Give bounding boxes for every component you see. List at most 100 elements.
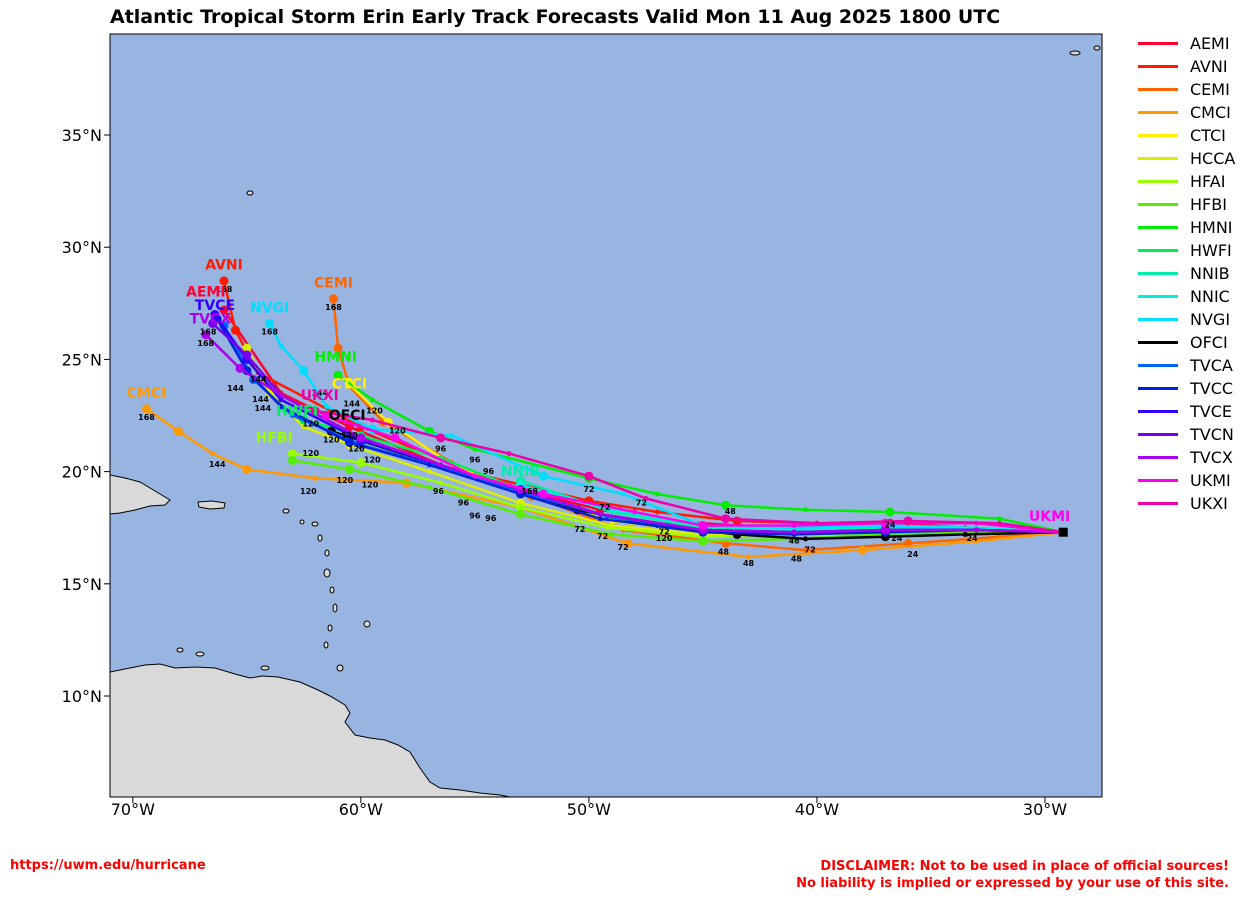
legend-swatch [1138, 502, 1178, 505]
track-point [210, 451, 216, 457]
legend-label: TVCC [1190, 379, 1234, 398]
y-tick-label: 15°N [62, 575, 102, 594]
forecast-hour-label: 120 [364, 456, 381, 465]
track-point [515, 503, 525, 513]
legend-item-ukmi: UKMI [1138, 469, 1235, 492]
legend-label: TVCN [1190, 425, 1234, 444]
legend-item-hcca: HCCA [1138, 147, 1235, 170]
forecast-hour-label: 96 [469, 456, 481, 465]
legend-item-nnic: NNIC [1138, 285, 1235, 308]
track-point [974, 527, 980, 533]
model-label-ofci: OFCI [329, 408, 366, 424]
legend-item-hfbi: HFBI [1138, 193, 1235, 216]
x-tick-label: 70°W [111, 800, 155, 819]
y-tick-label: 30°N [62, 238, 102, 257]
track-point [333, 370, 343, 380]
south-america-land [110, 663, 511, 797]
forecast-hour-label: 144 [252, 395, 269, 404]
track-point [219, 276, 229, 286]
track-point [654, 509, 660, 515]
track-point [173, 426, 183, 436]
track-point [472, 473, 478, 479]
legend-swatch [1138, 364, 1178, 367]
forecast-hour-label: 48 [743, 559, 755, 568]
forecast-hour-label: 120 [656, 534, 673, 543]
forecast-hour-label: 144 [250, 375, 267, 384]
track-point [208, 318, 218, 328]
model-label-cmci: CMCI [127, 386, 167, 402]
legend-item-ctci: CTCI [1138, 124, 1235, 147]
legend-item-hfai: HFAI [1138, 170, 1235, 193]
track-line-ukmi [326, 414, 1064, 534]
y-tick-label: 10°N [62, 687, 102, 706]
forecast-hour-label: 72 [659, 527, 670, 536]
forecast-hour-label: 144 [227, 384, 244, 393]
track-point [219, 305, 229, 315]
track-point [278, 343, 284, 349]
legend-swatch [1138, 295, 1178, 298]
legend-label: CEMI [1190, 80, 1230, 99]
puerto-rico-land [197, 500, 226, 510]
forecast-hour-label: 96 [485, 514, 497, 523]
legend-swatch [1138, 134, 1178, 137]
forecast-hour-label: 168 [325, 303, 342, 312]
forecast-hour-label: 120 [337, 476, 354, 485]
track-point [210, 310, 220, 320]
y-tick-label: 20°N [62, 463, 102, 482]
legend-swatch [1138, 387, 1178, 390]
legend-label: UKXI [1190, 494, 1228, 513]
model-label-ukxi: UKXI [301, 388, 339, 404]
track-point [301, 424, 307, 430]
track-point [506, 451, 512, 457]
track-point [438, 480, 444, 486]
model-label-tvcx: TVCX [190, 311, 232, 327]
forecast-hour-label: 168 [138, 413, 155, 422]
site-url-link[interactable]: https://uwm.edu/hurricane [10, 858, 206, 873]
forecast-hour-label: 168 [521, 487, 538, 496]
forecast-hour-label: 120 [348, 444, 365, 453]
track-point [791, 529, 797, 535]
legend-label: AEMI [1190, 34, 1230, 53]
track-point [242, 343, 252, 353]
track-point [880, 525, 890, 535]
forecast-hour-label: 72 [583, 485, 594, 494]
track-point [310, 406, 320, 416]
hispaniola-land [110, 474, 171, 515]
track-point [858, 545, 868, 555]
track-point [746, 554, 752, 560]
model-label-aemi: AEMI [186, 285, 226, 301]
track-point [369, 397, 375, 403]
track-point [287, 449, 297, 459]
track-point [803, 536, 809, 542]
track-point [235, 363, 245, 373]
legend-swatch [1138, 410, 1178, 413]
legend-item-tvca: TVCA [1138, 354, 1235, 377]
track-point [791, 522, 797, 528]
forecast-hour-label: 72 [597, 532, 608, 541]
track-point [803, 507, 809, 513]
legend-swatch [1138, 272, 1178, 275]
forecast-hour-label: 72 [805, 545, 816, 554]
track-point [426, 462, 432, 468]
track-point [333, 343, 343, 353]
legend-label: HMNI [1190, 218, 1233, 237]
track-point [242, 464, 252, 474]
model-label-ctci: CTCI [332, 377, 367, 393]
disclaimer-line-2: No liability is implied or expressed by … [796, 876, 1229, 891]
forecast-hour-label: 48 [718, 548, 730, 557]
track-point [312, 475, 318, 481]
legend-item-aemi: AEMI [1138, 32, 1235, 55]
track-point [609, 531, 615, 537]
ocean [110, 34, 1102, 797]
track-line-cmci [145, 407, 1064, 559]
forecast-hour-label: 72 [599, 503, 610, 512]
legend-swatch [1138, 318, 1178, 321]
forecast-hour-label: 144 [209, 460, 226, 469]
track-point [369, 417, 375, 423]
model-legend: AEMI AVNI CEMI CMCI CTCI HCCA HFAI HFBI HMNI HWFI… [1138, 32, 1235, 515]
x-tick-label: 60°W [339, 800, 383, 819]
track-hmni [333, 370, 1064, 534]
legend-item-tvcx: TVCX [1138, 446, 1235, 469]
forecast-hour-label: 24 [907, 550, 919, 559]
